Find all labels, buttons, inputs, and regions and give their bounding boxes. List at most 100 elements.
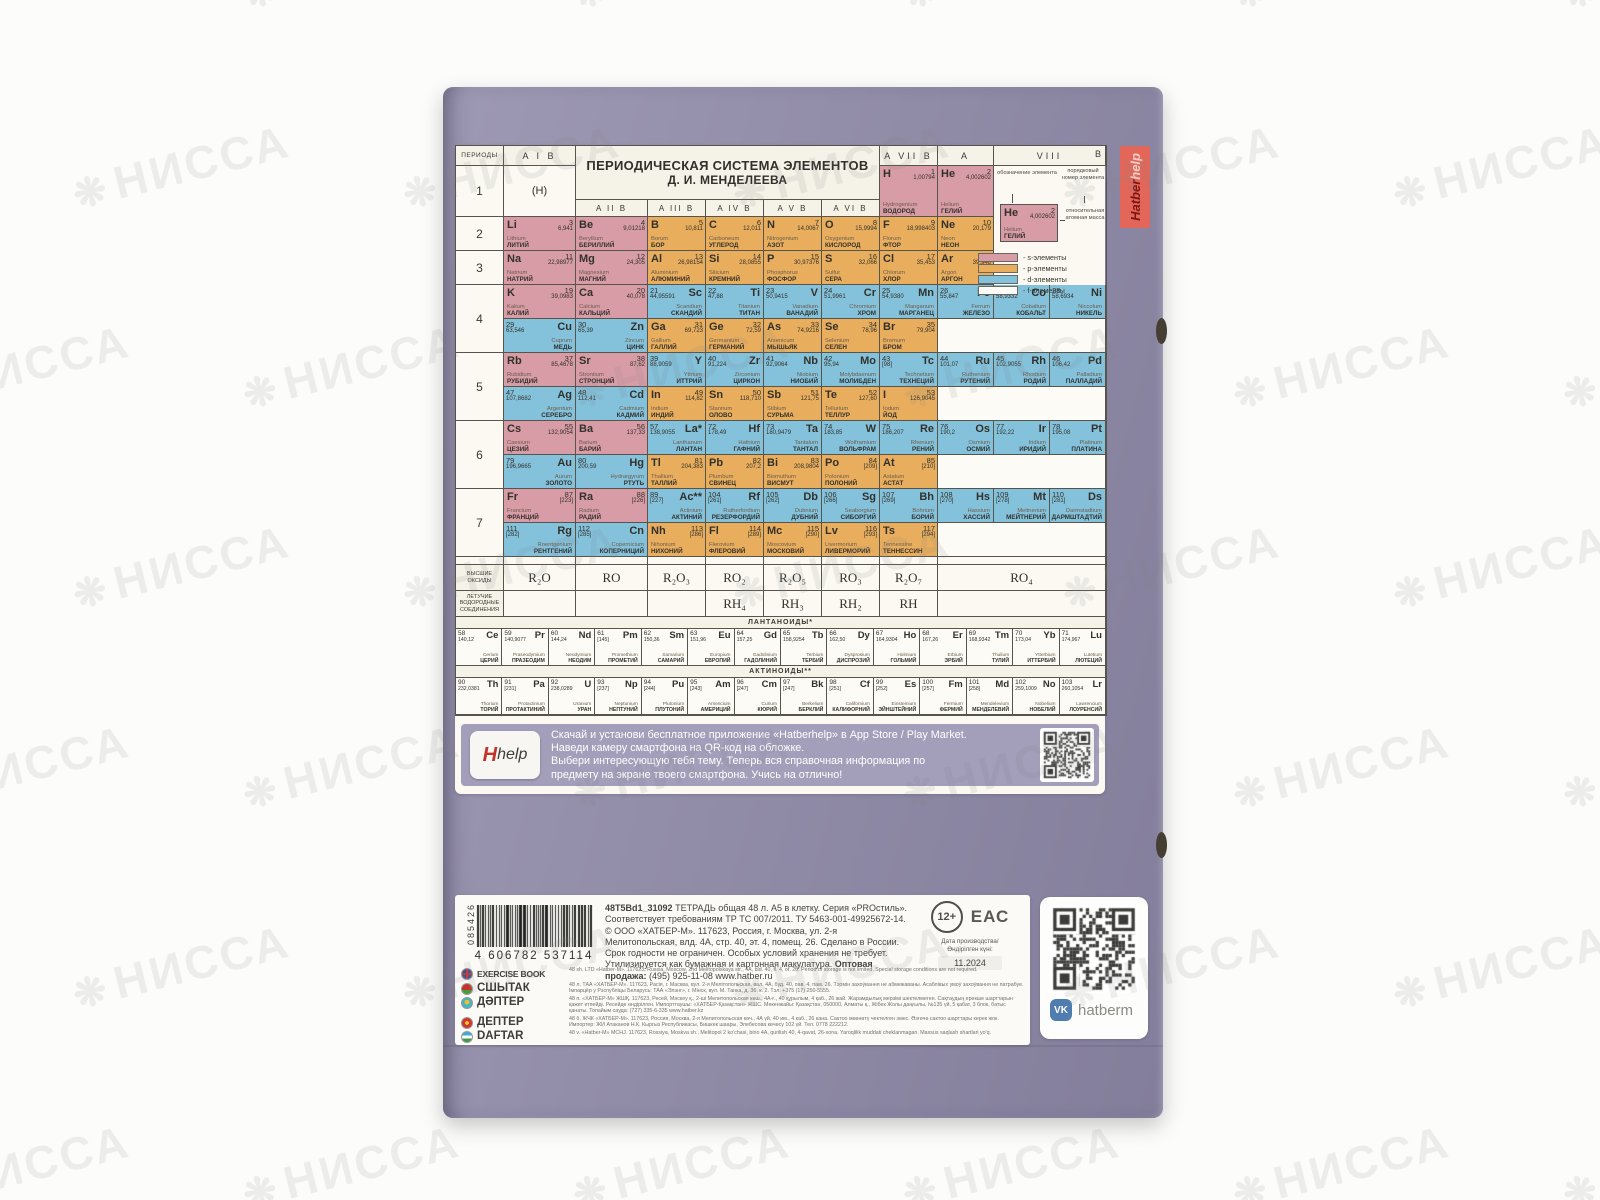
element-cell-He: 2 4,002602 He Helium ГЕЛИЙ [938,166,994,217]
nissa-watermark: ❋НИССА [0,714,136,809]
element-cell-Ca: 20 40,078 Ca Calcium КАЛЬЦИЙ [576,285,648,319]
element-cell-Hf: 72 178,49 Hf Hafnium ГАФНИЙ [706,421,764,455]
eac-mark-icon: ЕАС [970,907,1010,926]
element-cell-Te: 52 127,60 Te Tellurium ТЕЛЛУР [822,387,880,421]
nissa-watermark: ❋НИССА [68,514,296,619]
element-cell-Cm: 96 [247] Cm Curium КЮРИЙ [734,678,781,715]
hatberhelp-badge: Hatberhelp [1120,146,1150,228]
element-cell-Y: 39 88,9059 Y Yttrium ИТТРИЙ [648,353,706,387]
period-number: 3 [456,251,504,285]
group-header-viii-a: A [938,146,994,166]
barcode-digits: 4 606782 537114 [474,950,594,962]
element-cell-Nh: 113 [286] Nh Nihonium НИХОНИЙ [648,523,706,557]
element-cell-Pu: 94 [244] Pu Plutonium ПЛУТОНИЙ [641,678,689,715]
spacer-cell [576,557,648,565]
element-cell-Ni: 28 58,6934 Ni Niccolum НИКЕЛЬ [1050,285,1106,319]
element-cell-As: 33 74,9216 As Arsenicum МЫШЬЯК [764,319,822,353]
element-cell-Sm: 62 150,36 Sm Samarium САМАРИЙ [641,629,689,666]
nissa-logo-icon: ❋ [1229,0,1275,18]
legend-item: - f-элементы [978,285,1067,296]
legend-label: - s-элементы [1023,253,1067,262]
production-date-value: 11.2024 [938,956,1002,970]
element-cell-Rb: 37 85,4678 Rb Rubidium РУБИДИЙ [504,353,576,387]
element-cell-U: 92 238,0289 U Uranium УРАН [548,678,596,715]
element-cell-Ti: 22 47,88 Ti Titanium ТИТАН [706,285,764,319]
empty-cell [938,319,1106,353]
subgroup-header: A II B [576,200,648,217]
empty-cell [648,591,706,617]
element-cell-S: 16 32,066 S Sulfur СЕРА [822,251,880,285]
nissa-watermark: ❋НИССА [1388,514,1600,619]
fine-print-text: 48 б. ЖЧК «ХАТБЕР-М». 117623, Россия, Мо… [569,1015,999,1028]
table-title: ПЕРИОДИЧЕСКАЯ СИСТЕМА ЭЛЕМЕНТОВ Д. И. МЕН… [576,146,880,200]
element-cell-Ac: 89 [227] Ac** Actinium АКТИНИЙ [648,489,706,523]
hydrogen-placeholder: (H) [504,166,576,217]
element-cell-Fm: 100 [257] Fm Fermium ФЕРМИЙ [920,678,967,715]
empty-cell [504,591,576,617]
badge-bold-text: Hatber [1127,179,1143,221]
fine-print-row: ДӘПТЕР 48 п. «ХАТБЕР-М» ЖШҚ. 117623, Ресе… [461,996,1024,1014]
element-cell-Nd: 60 144,24 Nd Neodymium НЕОДИМ [548,629,596,666]
element-cell-Bk: 97 [247] Bk Berkelium БЕРКЛИЙ [781,678,828,715]
nissa-logo-icon: ❋ [68,966,115,1019]
nissa-watermark: ❋НИССА [567,1114,796,1200]
nissa-watermark: ❋НИССА [238,314,466,419]
fine-print-block: EXERCISE BOOK 48 sh. LTD «Hatber-M». 1176… [461,967,1024,1045]
element-cell-Rf: 104 [261] Rf Rutherfordium РЕЗЕРФОРДИЙ [706,489,764,523]
annotation-connector-line [1012,194,1013,203]
legend-item: - p-элементы [978,263,1067,274]
nissa-logo-icon: ❋ [1558,366,1600,419]
element-cell-Er: 68 167,26 Er Erbium ЭРБИЙ [920,629,967,666]
element-cell-Ge: 32 72,59 Ge Germanium ГЕРМАНИЙ [706,319,764,353]
age-rating-badge: 12+ [930,901,963,933]
element-cell-Yb: 70 173,04 Yb Ytterbium ИТТЕРБИЙ [1013,629,1060,666]
promo-qr-card [1040,728,1094,782]
hydrides-label: ЛЕТУЧИЕ ВОДОРОДНЫЕ СОЕДИНЕНИЯ [456,591,504,617]
element-cell-Am: 95 [243] Am Americium АМЕРИЦИЙ [688,678,735,715]
period-number: 2 [456,217,504,251]
element-cell-Db: 105 [262] Db Dubnium ДУБНИЙ [764,489,822,523]
qr-code-icon [1050,905,1138,993]
cover-notch [1156,318,1167,344]
element-cell-C: 6 12,011 C Carboneum УГЛЕРОД [706,217,764,251]
period-number: 1 [456,166,504,217]
subgroup-header: A III B [648,200,706,217]
oxide-formula: RO₃ [822,565,880,591]
spacer-cell [648,557,706,565]
element-cell-Sn: 50 118,710 Sn Stannum ОЛОВО [706,387,764,421]
element-cell-Zr: 40 91,224 Zr Zirconium ЦИРКОН [706,353,764,387]
hydride-formula: RH₂ [822,591,880,617]
element-cell-Tb: 65 158,9254 Tb Terbium ТЕРБИЙ [781,629,828,666]
element-cell-Sc: 21 44,95591 Sc Scandium СКАНДИЙ [648,285,706,319]
phone-logo-h: H [482,743,498,766]
qr-code-icon [1042,730,1092,780]
nissa-logo-icon: ❋ [1558,766,1600,819]
spacer-cell [822,557,880,565]
nissa-watermark: ❋НИССА [68,114,296,219]
element-cell-P: 15 30,97376 P Phosphorus ФОСФОР [764,251,822,285]
element-cell-Cu: 29 63,546 Cu Cuprum МЕДЬ [504,319,576,353]
nissa-logo-icon: ❋ [898,1166,945,1200]
promo-line: предмету на экране твоего смартфона. Учи… [551,768,843,781]
nissa-logo-icon: ❋ [398,566,445,619]
element-cell-Tm: 69 168,9342 Tm Thulium ТУЛИЙ [966,629,1014,666]
element-cell-Ne: 10 20,179 Ne Neon НЕОН [938,217,994,251]
element-cell-K: 19 39,0983 K Kalium КАЛИЙ [504,285,576,319]
nissa-logo-icon: ❋ [1228,1166,1275,1200]
element-cell-Al: 13 26,98154 Al Aluminium АЛЮМИНИЙ [648,251,706,285]
element-cell-Mg: 12 24,305 Mg Magnesium МАГНИЙ [576,251,648,285]
element-cell-Fl: 114 [289] Fl Flerovium ФЛЕРОВИЙ [706,523,764,557]
element-cell-Rg: 111 [282] Rg Roentgenium РЕНТГЕНИЙ [504,523,576,557]
element-cell-Ag: 47 107,8682 Ag Argentum СЕРЕБРО [504,387,576,421]
nissa-watermark: ❋НИССА [237,0,466,20]
element-cell-F: 9 18,998403 F Florum ФТОР [880,217,938,251]
nissa-watermark: ❋НИССА [1557,0,1600,20]
oxide-formula: R₂O₃ [648,565,706,591]
nissa-watermark: ❋НИССА [567,0,796,20]
fine-print-row: EXERCISE BOOK 48 sh. LTD «Hatber-M». 1176… [461,967,1024,980]
fine-print-label: СШЫТАК [477,981,530,994]
element-cell-Eu: 63 151,96 Eu Europium ЕВРОПИЙ [688,629,735,666]
nissa-watermark: ❋НИССА [1227,1114,1456,1200]
